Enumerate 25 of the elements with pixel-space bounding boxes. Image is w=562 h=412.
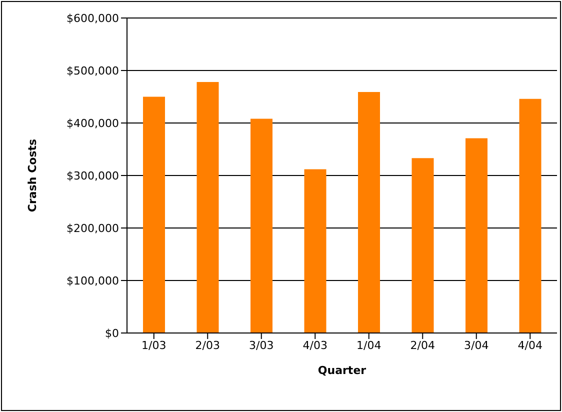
bar: [466, 138, 488, 333]
y-tick-label: $100,000: [66, 274, 119, 288]
x-tick-label: 4/03: [302, 338, 328, 352]
y-tick-label: $300,000: [66, 169, 119, 182]
x-tick-label: 3/03: [249, 338, 274, 352]
bar: [412, 158, 434, 333]
y-tick-label: $0: [105, 326, 119, 340]
x-tick-label: 4/04: [518, 338, 542, 352]
bar: [250, 118, 272, 333]
x-tick-label: 2/04: [410, 338, 435, 352]
x-tick-label: 3/04: [464, 338, 489, 352]
y-tick-label: $400,000: [66, 116, 119, 130]
bar: [143, 96, 165, 333]
bar: [304, 169, 326, 333]
x-tick-label: 1/03: [142, 338, 166, 352]
y-tick-label: $600,000: [66, 12, 119, 25]
y-tick-label: $500,000: [66, 64, 119, 78]
bar: [519, 98, 542, 333]
x-tick-label: 2/03: [195, 338, 220, 352]
y-tick-label: $200,000: [66, 222, 119, 235]
x-tick-label: 1/04: [356, 338, 382, 352]
bar: [358, 92, 380, 333]
bar: [196, 82, 219, 333]
y-axis-title: Crash Costs: [26, 138, 39, 212]
x-axis-title: Quarter: [318, 364, 367, 377]
